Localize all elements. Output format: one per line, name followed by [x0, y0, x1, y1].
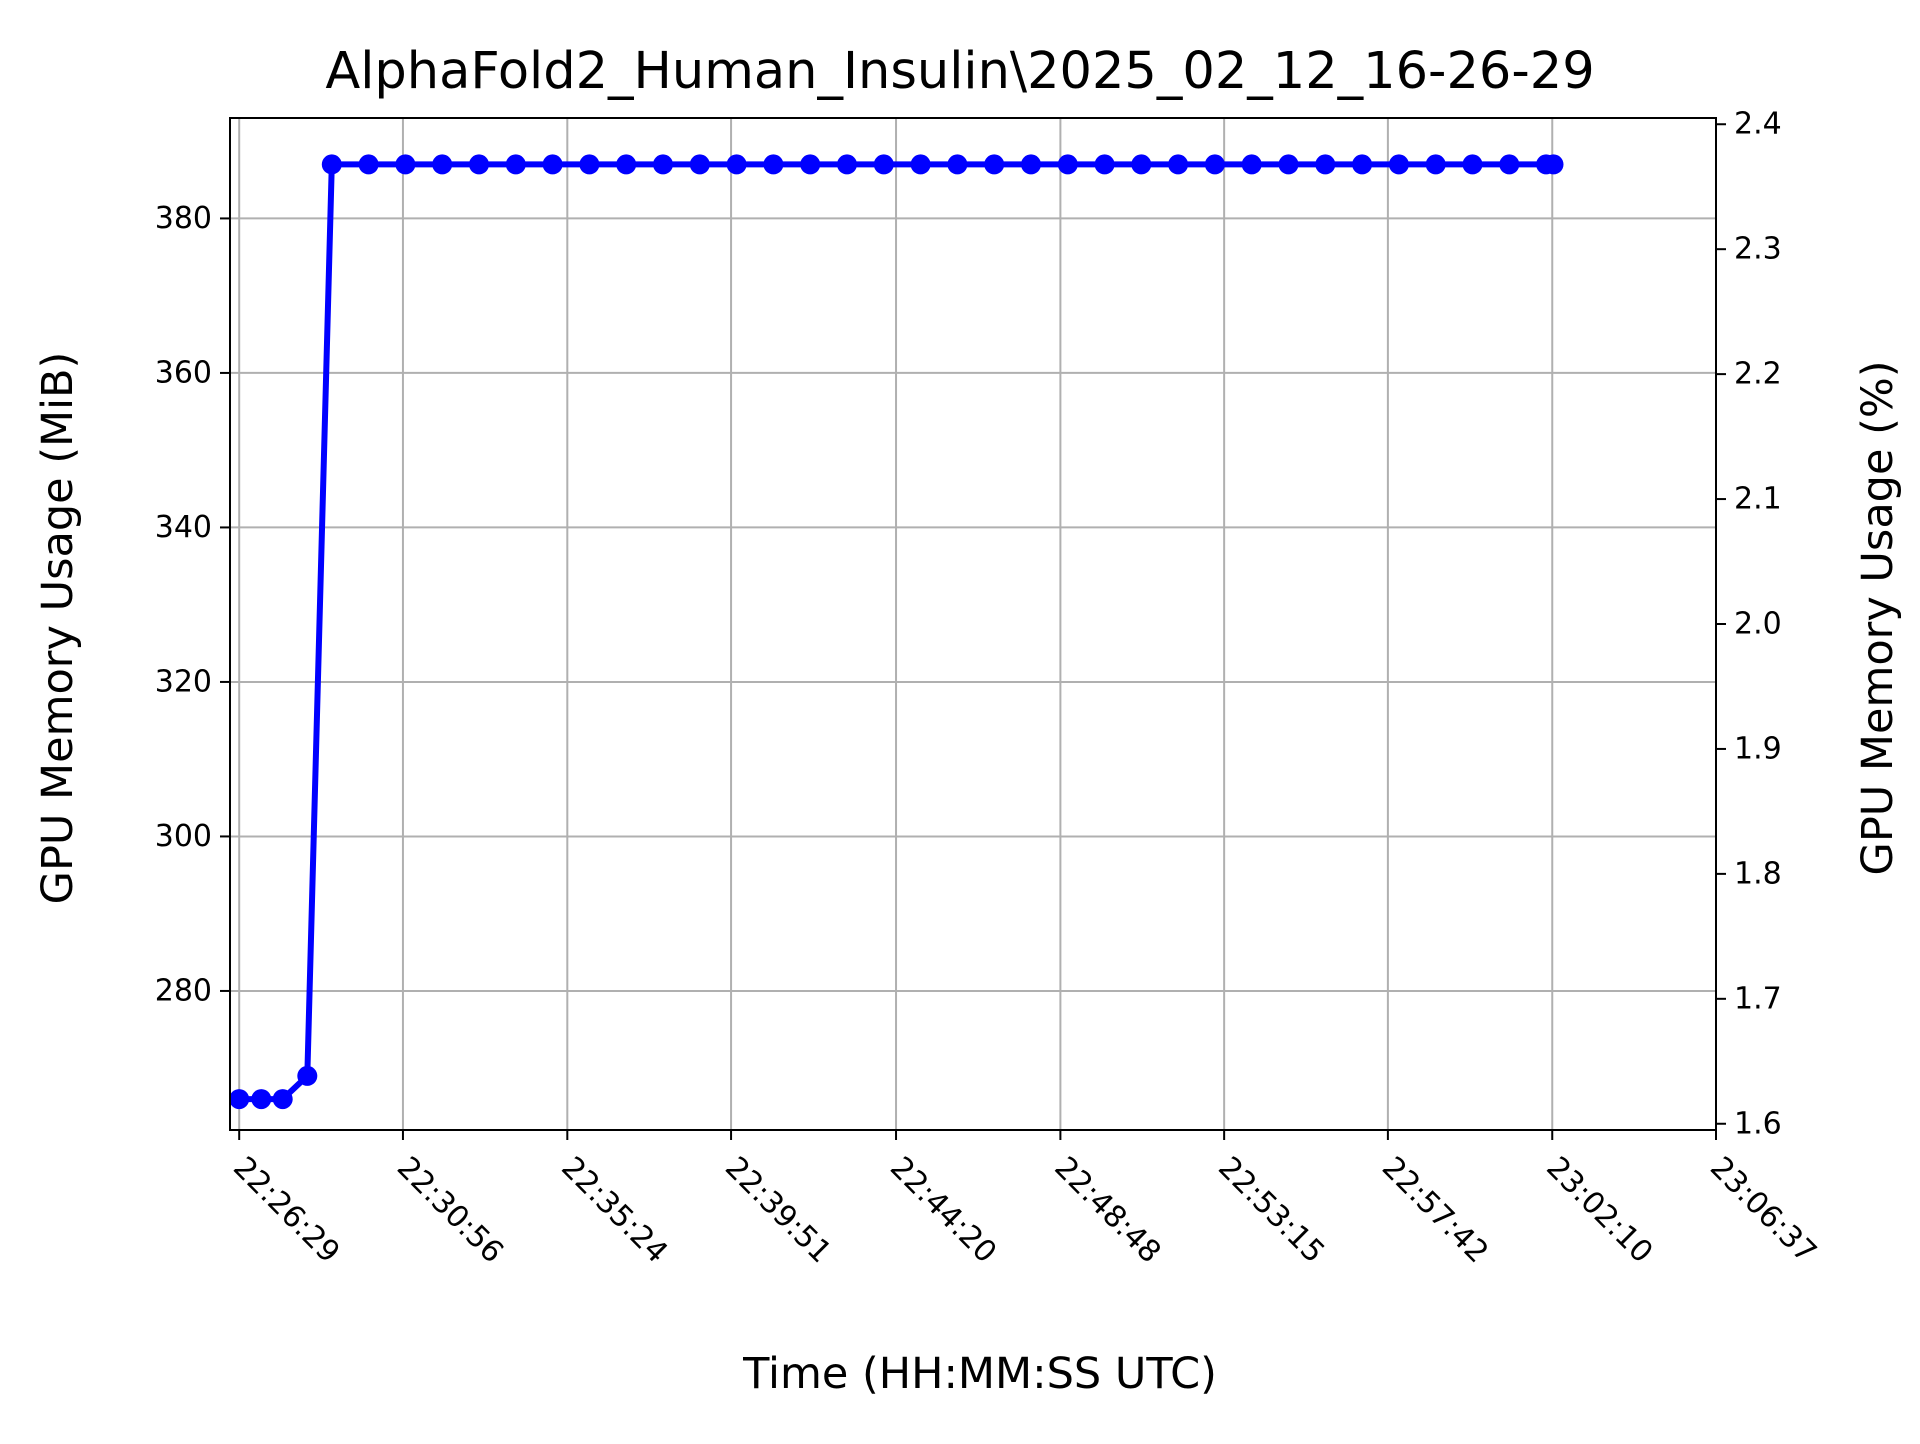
- data-point: [763, 154, 784, 175]
- y-tick-label: 380: [155, 201, 212, 236]
- data-point: [229, 1089, 250, 1110]
- data-point: [1315, 154, 1336, 175]
- y-tick-label: 340: [155, 510, 212, 545]
- x-axis-label: Time (HH:MM:SS UTC): [742, 1349, 1217, 1399]
- data-point: [1352, 154, 1373, 175]
- data-point: [505, 154, 526, 175]
- data-point: [358, 154, 379, 175]
- y2-tick-label: 2.3: [1734, 232, 1782, 267]
- y-tick-label: 360: [155, 355, 212, 390]
- y-tick-label: 280: [155, 973, 212, 1008]
- data-point: [1425, 154, 1446, 175]
- data-point: [1168, 154, 1189, 175]
- data-point: [616, 154, 637, 175]
- data-point: [653, 154, 673, 175]
- y2-tick-label: 1.8: [1734, 856, 1782, 891]
- y2-axis-label: GPU Memory Usage (%): [1853, 361, 1903, 876]
- data-point: [947, 154, 968, 175]
- y-tick-label: 320: [155, 664, 212, 699]
- data-point: [1543, 154, 1564, 175]
- data-point: [432, 154, 453, 175]
- data-point: [1204, 154, 1225, 175]
- y2-tick-label: 2.2: [1734, 357, 1782, 392]
- y-tick-label: 300: [155, 819, 212, 854]
- data-point: [272, 1089, 293, 1110]
- data-point: [542, 154, 563, 175]
- data-point: [726, 154, 747, 175]
- data-point: [1241, 154, 1262, 175]
- data-point: [1499, 154, 1520, 175]
- data-point: [1094, 154, 1115, 175]
- data-point: [251, 1089, 272, 1110]
- y2-tick-label: 1.6: [1734, 1106, 1782, 1141]
- series-layer: [229, 154, 1564, 1110]
- data-point: [1131, 154, 1152, 175]
- data-point: [837, 154, 857, 175]
- data-point: [469, 154, 489, 175]
- y2-tick-label: 1.7: [1734, 981, 1782, 1016]
- data-point: [873, 154, 894, 175]
- data-point: [395, 154, 416, 175]
- y2-tick-label: 2.0: [1734, 607, 1782, 642]
- data-point: [579, 154, 600, 175]
- data-point: [321, 154, 342, 175]
- y-axis-label: GPU Memory Usage (MiB): [33, 352, 83, 905]
- data-point: [1462, 154, 1483, 175]
- data-point: [800, 154, 821, 175]
- y2-tick-label: 1.9: [1734, 731, 1782, 766]
- y2-tick-label: 2.4: [1734, 107, 1782, 142]
- chart-title: AlphaFold2_Human_Insulin\2025_02_12_16-2…: [325, 42, 1594, 101]
- data-point: [689, 154, 710, 175]
- data-point: [1388, 154, 1409, 175]
- data-point: [984, 154, 1005, 175]
- data-point: [1278, 154, 1299, 175]
- data-point: [910, 154, 931, 175]
- y2-tick-label: 2.1: [1734, 482, 1782, 517]
- data-point: [1021, 154, 1041, 175]
- data-point: [1057, 154, 1078, 175]
- data-point: [297, 1065, 318, 1086]
